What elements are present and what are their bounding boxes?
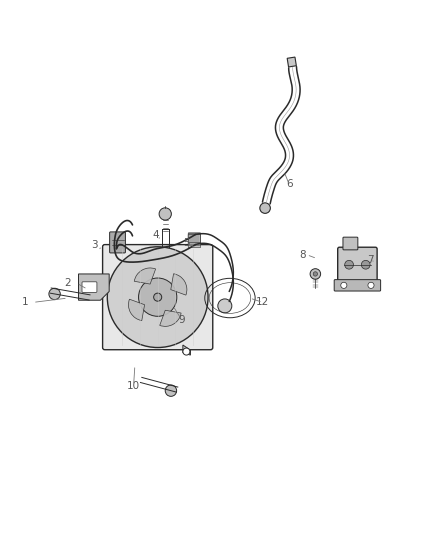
Circle shape [218,299,232,313]
FancyBboxPatch shape [102,245,213,350]
Circle shape [154,293,162,301]
Text: 12: 12 [256,297,269,308]
Circle shape [107,247,208,348]
FancyBboxPatch shape [188,235,201,243]
Wedge shape [134,268,155,284]
Text: 7: 7 [367,255,374,265]
Text: 9: 9 [178,315,185,325]
FancyBboxPatch shape [188,233,201,248]
Circle shape [183,348,190,355]
Circle shape [165,385,177,397]
Circle shape [310,269,321,279]
Text: 8: 8 [299,249,306,260]
Wedge shape [128,299,145,320]
Circle shape [159,208,171,220]
Circle shape [361,260,370,269]
Circle shape [49,288,60,300]
Text: 6: 6 [286,179,293,189]
Circle shape [368,282,374,288]
Polygon shape [287,57,297,67]
Text: 1: 1 [22,297,29,308]
Circle shape [260,203,270,213]
Circle shape [138,278,177,316]
Circle shape [341,282,347,288]
Wedge shape [160,310,181,326]
Text: 2: 2 [64,278,71,288]
Text: 10: 10 [127,381,140,391]
Text: 3: 3 [91,240,98,251]
FancyBboxPatch shape [82,282,97,292]
FancyBboxPatch shape [334,280,381,291]
Text: 4: 4 [152,230,159,240]
Text: 5: 5 [183,238,190,248]
FancyBboxPatch shape [338,247,377,282]
FancyBboxPatch shape [343,237,358,250]
Polygon shape [183,345,191,355]
FancyBboxPatch shape [188,233,201,245]
FancyBboxPatch shape [110,232,125,253]
Circle shape [345,260,353,269]
Polygon shape [78,274,109,300]
Wedge shape [171,274,187,295]
Circle shape [313,272,318,276]
